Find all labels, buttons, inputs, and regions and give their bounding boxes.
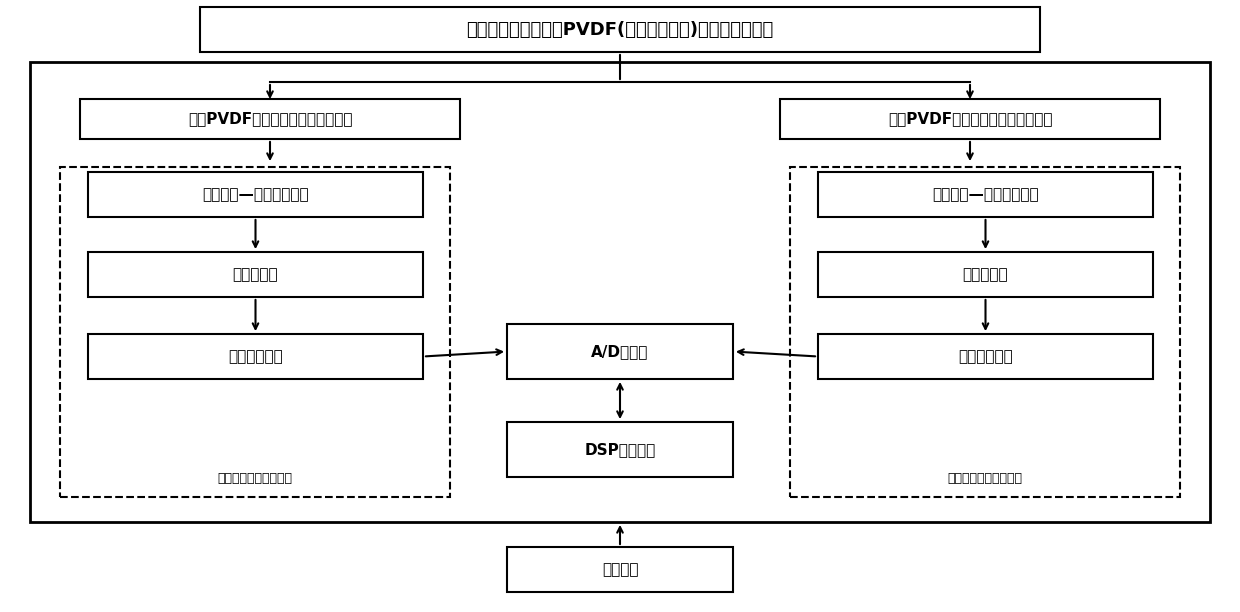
Text: DSP微控制器: DSP微控制器: [584, 442, 656, 457]
Text: 带通滤波电路: 带通滤波电路: [228, 349, 283, 364]
Text: 下层信号调理电路阵列: 下层信号调理电路阵列: [947, 472, 1023, 485]
FancyBboxPatch shape: [818, 172, 1153, 217]
FancyBboxPatch shape: [60, 167, 450, 497]
FancyBboxPatch shape: [88, 334, 423, 379]
Text: 上层PVDF压电薄膜阵列的信号输出: 上层PVDF压电薄膜阵列的信号输出: [187, 111, 352, 127]
FancyBboxPatch shape: [200, 7, 1040, 52]
FancyBboxPatch shape: [507, 547, 733, 592]
Text: 带通滤波电路: 带通滤波电路: [959, 349, 1013, 364]
FancyBboxPatch shape: [818, 334, 1153, 379]
Text: 双层十字交叉结构的PVDF(聚偏二氟乙烯)谷物损失传感器: 双层十字交叉结构的PVDF(聚偏二氟乙烯)谷物损失传感器: [466, 20, 774, 39]
FancyBboxPatch shape: [780, 99, 1159, 139]
Text: A/D转换器: A/D转换器: [591, 344, 649, 359]
FancyBboxPatch shape: [30, 62, 1210, 522]
Text: 上层电荷—电压转换电路: 上层电荷—电压转换电路: [202, 187, 309, 202]
Text: 上层信号调理电路阵列: 上层信号调理电路阵列: [217, 472, 293, 485]
FancyBboxPatch shape: [88, 252, 423, 297]
Text: 绝对值电路: 绝对值电路: [233, 267, 278, 282]
FancyBboxPatch shape: [790, 167, 1180, 497]
FancyBboxPatch shape: [81, 99, 460, 139]
Text: 电源电路: 电源电路: [601, 562, 639, 577]
FancyBboxPatch shape: [507, 324, 733, 379]
FancyBboxPatch shape: [507, 422, 733, 477]
Text: 下层PVDF压电薄膜阵列的信号输出: 下层PVDF压电薄膜阵列的信号输出: [888, 111, 1053, 127]
Text: 下层电荷—电压转换电路: 下层电荷—电压转换电路: [932, 187, 1039, 202]
FancyBboxPatch shape: [88, 172, 423, 217]
FancyBboxPatch shape: [818, 252, 1153, 297]
Text: 绝对值电路: 绝对值电路: [962, 267, 1008, 282]
